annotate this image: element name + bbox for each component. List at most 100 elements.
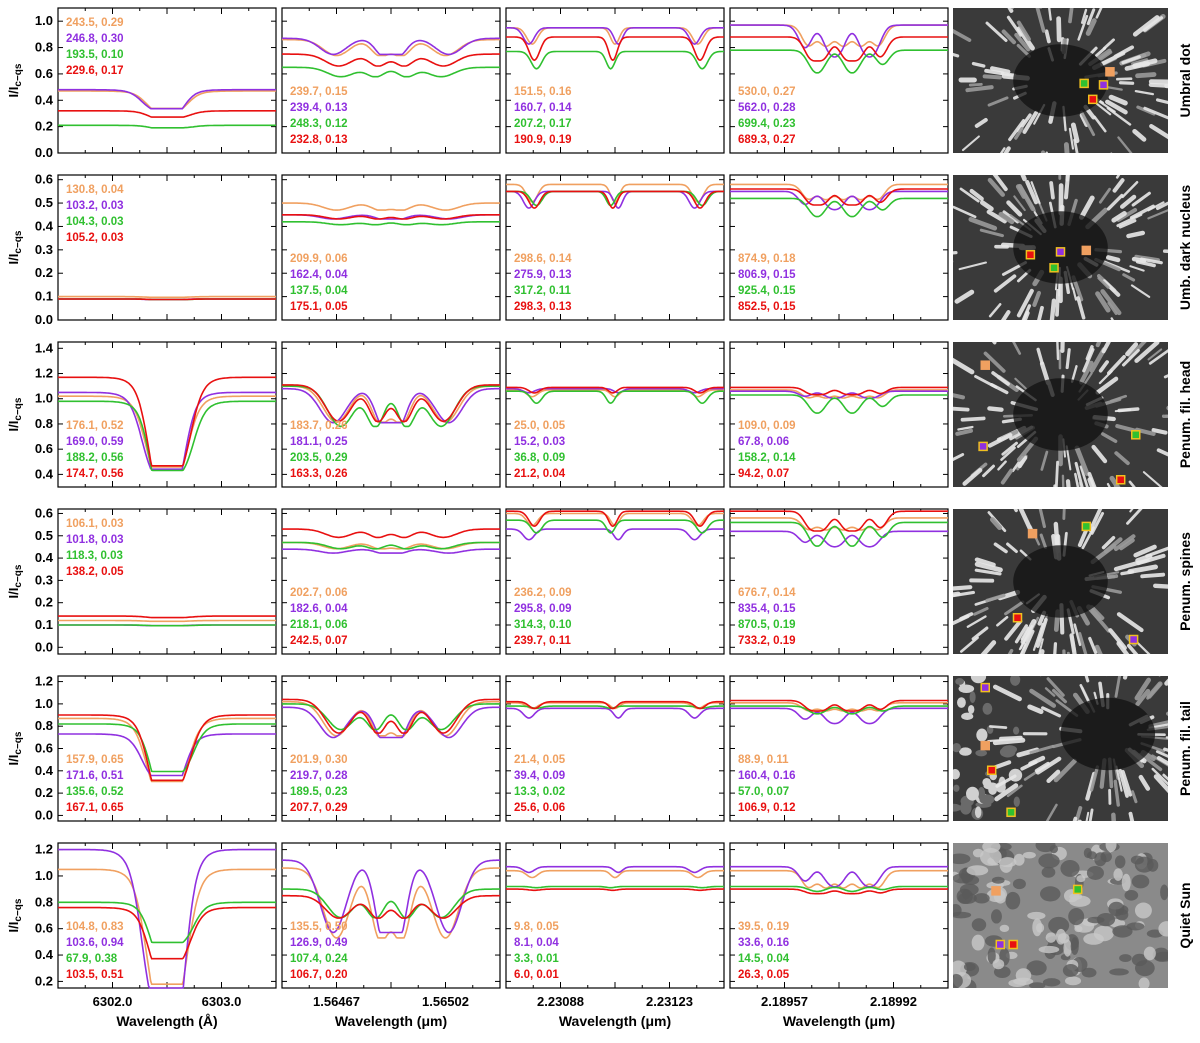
- profile-line-2: [58, 400, 276, 472]
- value-label: 925.4, 0.15: [738, 285, 796, 297]
- location-marker-0: [1027, 528, 1038, 539]
- y-tick-label: 0.8: [35, 894, 53, 909]
- y-tick-label: 1.4: [35, 340, 54, 355]
- profile-line-1: [58, 88, 276, 110]
- profile-line-2: [730, 49, 948, 74]
- value-label: 157.9, 0.65: [66, 754, 124, 766]
- x-tick-label: 6302.0: [93, 994, 133, 1009]
- value-label: 676.7, 0.14: [738, 587, 796, 599]
- panel-frame: [57, 7, 277, 154]
- value-label: 101.8, 0.03: [66, 534, 124, 546]
- profile-line-0: [58, 717, 276, 783]
- profile-line-1: [58, 391, 276, 471]
- profile-line-2: [58, 624, 276, 627]
- profile-line-3: [506, 190, 724, 209]
- value-label: 203.5, 0.29: [290, 452, 348, 464]
- panel-1-3: 874.9, 0.18 806.9, 0.15 925.4, 0.15 852.5, …: [729, 174, 949, 321]
- y-tick-label: 0.3: [35, 242, 53, 257]
- profile-line-0: [506, 26, 724, 45]
- value-label: 104.3, 0.03: [66, 216, 124, 228]
- y-tick-label: 0.4: [35, 763, 54, 778]
- value-label: 171.6, 0.51: [66, 770, 124, 782]
- panel-0-1: 239.7, 0.15 239.4, 0.13 248.3, 0.12 232.8, …: [281, 7, 501, 154]
- value-label: 218.1, 0.06: [290, 619, 348, 631]
- svg-text:Penum. fil. head: Penum. fil. head: [1177, 361, 1193, 468]
- value-label: 189.5, 0.23: [290, 786, 348, 798]
- y-tick-label: 0.5: [35, 195, 53, 210]
- profile-line-1: [506, 707, 724, 719]
- value-label: 689.3, 0.27: [738, 134, 796, 146]
- value-label: 137.5, 0.04: [290, 285, 348, 297]
- profile-line-3: [282, 384, 500, 423]
- value-label: 25.0, 0.05: [514, 420, 566, 432]
- panel-frame: [729, 842, 949, 989]
- profile-line-0: [282, 541, 500, 550]
- profile-line-3: [730, 386, 948, 396]
- profile-line-0: [58, 295, 276, 299]
- value-label: 169.0, 0.59: [66, 436, 124, 448]
- value-label: 314.3, 0.10: [514, 619, 572, 631]
- value-label: 138.2, 0.05: [66, 566, 124, 578]
- solar-image-0: [953, 8, 1168, 153]
- panel-5-2: 9.8, 0.05 8.1, 0.04 3.3, 0.01 6.0, 0.01: [505, 842, 725, 989]
- y-axis-label: I/Ic−qs: [6, 63, 24, 97]
- profile-line-2: [58, 124, 276, 129]
- location-marker-1: [978, 441, 988, 452]
- profile-line-0: [282, 385, 500, 424]
- row-label: Umbral dot: [1177, 43, 1193, 117]
- value-label: 242.5, 0.07: [290, 635, 348, 647]
- panel-4-3: 88.9, 0.11 160.4, 0.16 57.0, 0.07 106.9, 0.…: [729, 675, 949, 822]
- panel-3-3: 676.7, 0.14 835.4, 0.15 870.5, 0.19 733.2, …: [729, 508, 949, 655]
- y-tick-label: 0.0: [35, 639, 53, 654]
- panel-frame: [57, 842, 277, 989]
- value-label: 57.0, 0.07: [738, 786, 789, 798]
- panel-3-0: 0.0 0.1 0.2 0.3 0.4 0.5 0.6 106.1, 0.03 101.8, 0…: [35, 505, 277, 655]
- solar-image-5: [953, 843, 1168, 988]
- value-label: 67.9, 0.38: [66, 953, 118, 965]
- x-axis-label: Wavelength (μm): [559, 1013, 671, 1029]
- profile-line-1: [282, 37, 500, 56]
- location-marker-0: [991, 886, 1001, 896]
- value-label: 88.9, 0.11: [738, 754, 789, 766]
- profile-line-3: [58, 906, 276, 960]
- y-tick-label: 1.0: [35, 696, 53, 711]
- profile-line-3: [730, 699, 948, 712]
- panel-frame: [729, 174, 949, 321]
- svg-text:I/Ic−qs: I/Ic−qs: [6, 731, 24, 765]
- profile-line-2: [58, 901, 276, 944]
- panel-frame: [729, 341, 949, 488]
- y-tick-label: 0.6: [35, 741, 53, 756]
- profile-line-2: [730, 197, 948, 218]
- value-label: 26.3, 0.05: [738, 969, 790, 981]
- value-label: 275.9, 0.13: [514, 269, 572, 281]
- y-tick-label: 0.8: [35, 416, 53, 431]
- profile-line-2: [506, 50, 724, 70]
- location-marker-0: [1105, 67, 1115, 77]
- panel-frame: [505, 675, 725, 822]
- profile-line-1: [282, 548, 500, 554]
- value-label: 699.4, 0.23: [738, 118, 796, 130]
- profile-line-0: [730, 701, 948, 712]
- y-tick-label: 0.8: [35, 40, 53, 55]
- profile-line-2: [730, 885, 948, 893]
- panel-3-1: 202.7, 0.06 182.6, 0.04 218.1, 0.06 242.5, …: [281, 508, 501, 655]
- profile-line-1: [506, 26, 724, 45]
- x-tick-label: 1.56502: [422, 994, 469, 1009]
- profile-line-3: [58, 376, 276, 467]
- value-label: 530.0, 0.27: [738, 86, 796, 98]
- y-tick-label: 0.6: [35, 921, 53, 936]
- location-marker-0: [980, 740, 990, 751]
- value-label: 852.5, 0.15: [738, 301, 796, 313]
- value-label: 103.6, 0.94: [66, 937, 124, 949]
- location-marker-3: [1115, 475, 1126, 485]
- panel-1-1: 209.9, 0.06 162.4, 0.04 137.5, 0.04 175.1, …: [281, 174, 501, 321]
- value-label: 39.5, 0.19: [738, 921, 789, 933]
- y-tick-label: 0.4: [35, 947, 54, 962]
- profile-line-1: [282, 214, 500, 220]
- panel-frame: [57, 675, 277, 822]
- value-label: 106.1, 0.03: [66, 518, 124, 530]
- profile-line-0: [282, 202, 500, 211]
- value-label: 209.9, 0.06: [290, 253, 348, 265]
- y-tick-label: 0.2: [35, 119, 53, 134]
- value-label: 219.7, 0.28: [290, 770, 348, 782]
